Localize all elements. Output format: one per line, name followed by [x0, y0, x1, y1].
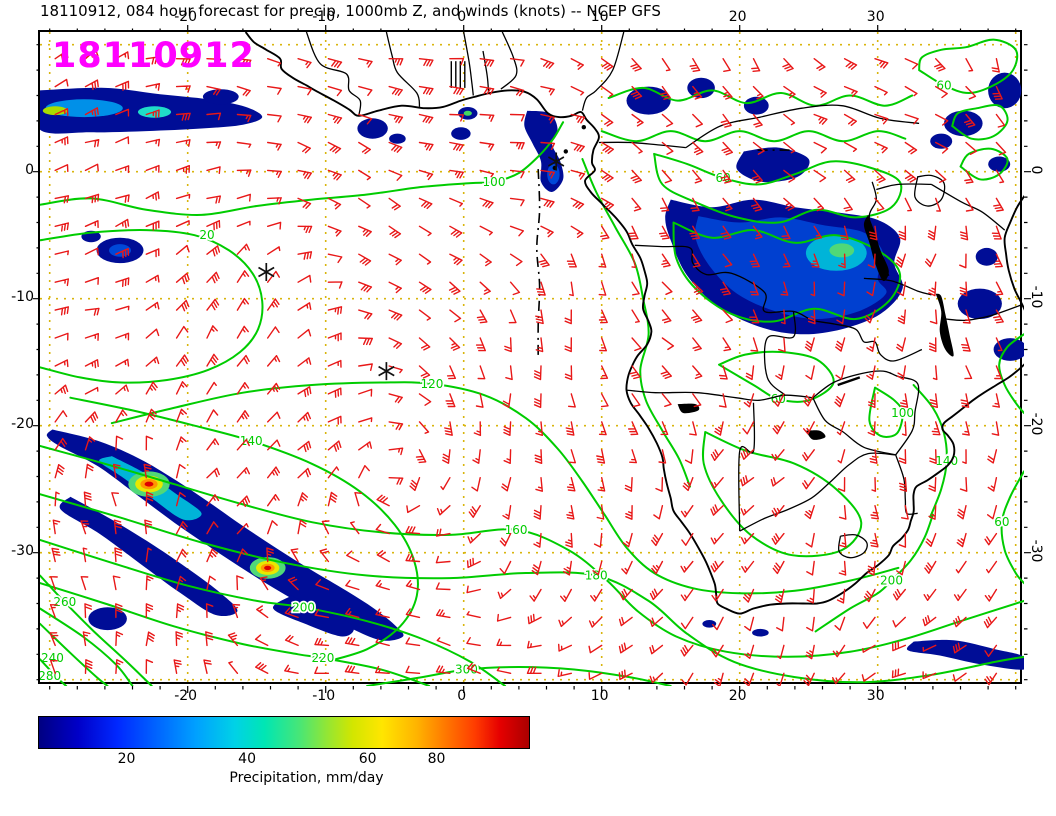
contour-label: 140 — [240, 434, 263, 448]
contour-label: 120 — [420, 377, 443, 391]
country-border — [738, 402, 756, 532]
dashed-trough-line — [535, 169, 541, 360]
contour-label: 300 — [455, 663, 478, 677]
country-border — [385, 32, 421, 108]
country-border — [581, 32, 625, 111]
lake — [805, 430, 826, 440]
axis-tick-layer — [33, 25, 1031, 693]
country-border — [812, 397, 896, 456]
country-border — [598, 141, 686, 149]
lake — [677, 403, 700, 414]
country-border — [863, 277, 932, 296]
contour-label: 100 — [891, 406, 914, 420]
contour-label: 160 — [505, 523, 528, 537]
model-run-id: 18110912 — [52, 36, 255, 76]
coastline — [244, 32, 1024, 615]
colorbar-tick-label: 20 — [117, 751, 136, 767]
x-axis-tick-label-top: -10 — [312, 9, 336, 25]
island-dot — [563, 149, 568, 154]
country-border — [626, 389, 813, 402]
x-axis-tick-label-top: 20 — [728, 9, 747, 25]
contour-label: 100 — [483, 175, 506, 189]
colorbar-tick-label: 60 — [358, 751, 377, 767]
x-axis-tick-label-top: 0 — [457, 9, 467, 25]
country-border — [463, 32, 474, 96]
colorbar-label: Precipitation, mm/day — [229, 770, 384, 786]
colorbar-tick-label: 80 — [427, 751, 446, 767]
y-axis-tick-label-right: -10 — [1028, 285, 1044, 309]
x-axis-tick-label-bottom: 20 — [728, 688, 747, 704]
marker-layer — [258, 152, 565, 381]
country-border — [500, 32, 518, 90]
country-border — [876, 183, 932, 191]
lake — [863, 214, 889, 282]
country-border — [482, 50, 490, 92]
country-border — [305, 32, 362, 116]
contour-label: 60 — [936, 78, 951, 92]
colorbar-tick-label: 40 — [238, 751, 257, 767]
country-border — [895, 454, 918, 515]
y-axis-tick-label-left: -30 — [11, 542, 34, 559]
country-border — [685, 104, 920, 149]
contour-label: 220 — [311, 651, 334, 665]
lake-outline — [913, 174, 946, 207]
x-axis-tick-label-top: 10 — [590, 9, 609, 25]
x-axis-tick-label-top: -20 — [174, 9, 198, 25]
contour-label: 200 — [880, 574, 903, 588]
country-border — [837, 533, 868, 559]
contour-label: 240 — [41, 651, 64, 665]
contour-label: 200 — [292, 600, 315, 614]
x-axis-tick-label-bottom: -20 — [174, 688, 198, 704]
country-border — [763, 311, 797, 396]
country-border — [945, 304, 1022, 322]
country-border — [931, 183, 1006, 231]
asterisk-marker — [547, 156, 565, 167]
x-axis-tick-label-bottom: 0 — [457, 688, 467, 704]
contour-label: 20 — [199, 228, 214, 242]
geography-layer — [244, 32, 1024, 615]
contour-label: 180 — [585, 569, 608, 583]
map-plot-area: 100 20 120 140 160 180 200 220 260 240 280 300 200 14… — [33, 25, 1031, 693]
x-axis-tick-label-bottom: 10 — [590, 688, 609, 704]
x-axis-tick-label-bottom: -10 — [312, 688, 336, 704]
contour-label: 260 — [53, 595, 76, 609]
country-border — [739, 452, 896, 532]
x-axis-tick-label-top: 30 — [866, 9, 885, 25]
x-axis-tick-label-bottom: 30 — [866, 688, 885, 704]
island-dot — [581, 125, 586, 130]
y-axis-tick-label-right: -30 — [1028, 539, 1044, 563]
coastline — [1003, 194, 1024, 311]
asterisk-marker — [378, 365, 395, 377]
y-axis-tick-label-left: -20 — [11, 415, 34, 432]
y-axis-tick-label-right: 0 — [1028, 165, 1044, 175]
y-axis-tick-label-right: -20 — [1028, 412, 1044, 436]
wind-barb-layer — [49, 49, 1007, 686]
lake-line — [837, 376, 861, 387]
y-axis-tick-label-left: -10 — [11, 288, 34, 305]
lake — [935, 293, 954, 357]
page-title: 18110912, 084 hour forecast for precip, … — [40, 2, 661, 20]
contour-label: 60 — [994, 515, 1009, 529]
asterisk-marker — [258, 266, 275, 278]
contour-label: 280 — [38, 669, 61, 683]
precip-colorbar — [38, 716, 530, 749]
y-axis-tick-label-left: 0 — [25, 161, 34, 178]
